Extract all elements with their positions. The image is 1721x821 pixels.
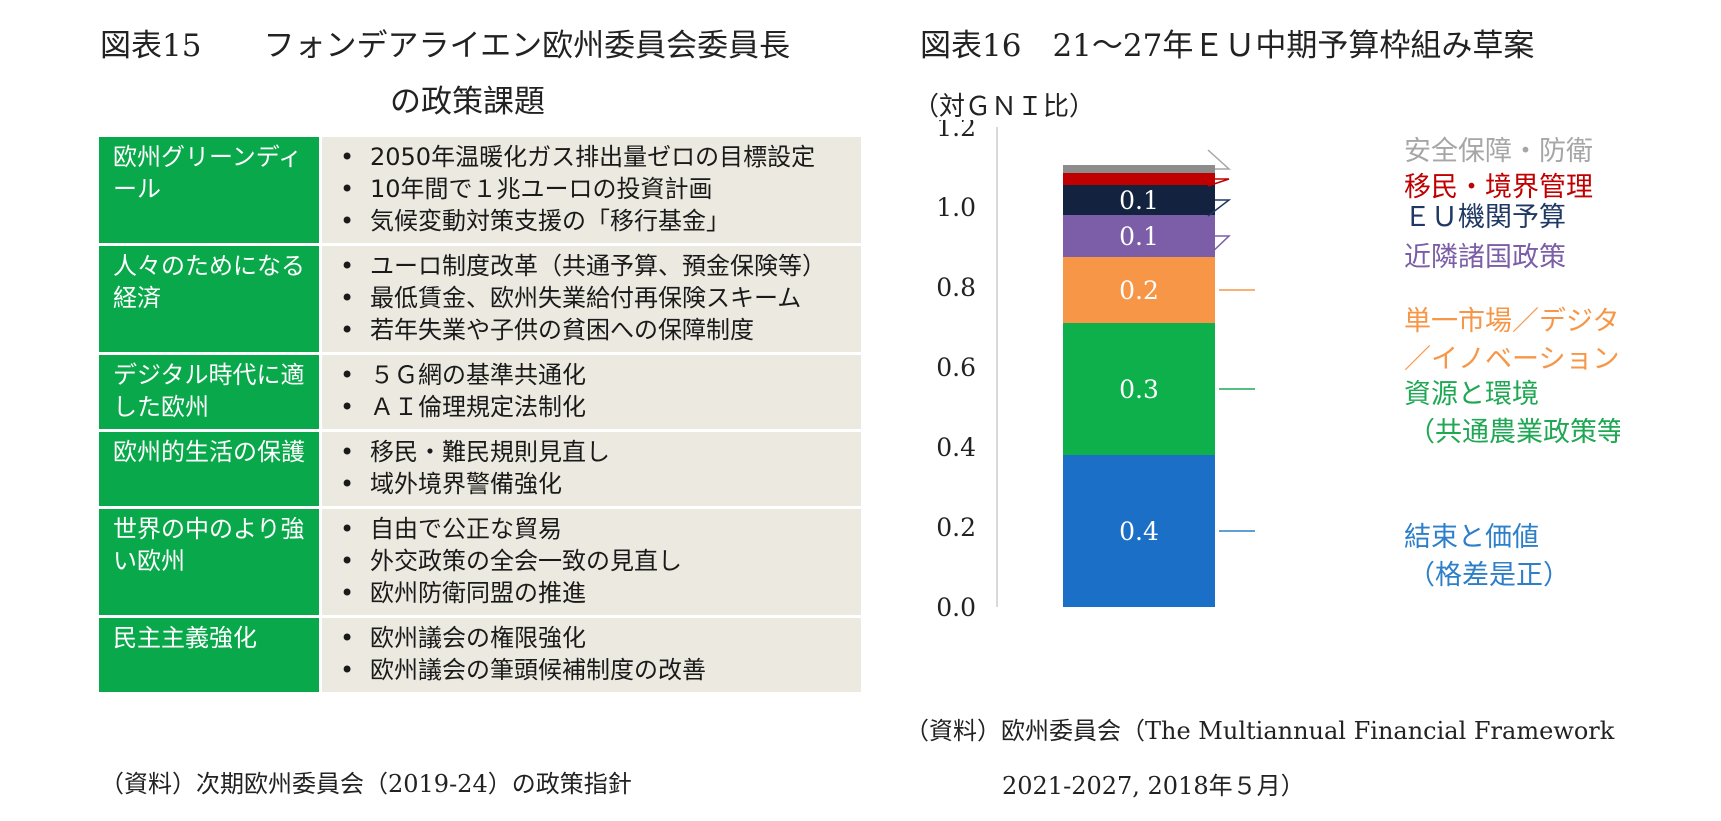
y-tick-label: 0.4 [936,433,976,462]
bar-segment [1063,185,1215,215]
y-tick-label: 0.0 [936,593,976,622]
y-tick-label: 0.6 [936,353,976,382]
policy-item: 10年間で１兆ユーロの投資計画 [336,173,851,205]
y-axis-unit-label: （対ＧＮＩ比） [913,92,1096,122]
leader-line [1207,235,1231,257]
policy-item: 欧州防衛同盟の推進 [336,577,851,609]
legend-label: 近隣諸国政策 [1404,242,1566,273]
policy-item-list: 2050年温暖化ガス排出量ゼロの目標設定10年間で１兆ユーロの投資計画気候変動対… [336,141,851,237]
policy-category: デジタル時代に適した欧州 [99,355,322,429]
policy-item: 2050年温暖化ガス排出量ゼロの目標設定 [336,141,851,173]
policy-item-list: 欧州議会の権限強化欧州議会の筆頭候補制度の改善 [336,622,851,686]
policy-row: 世界の中のより強い欧州自由で公正な貿易外交政策の全会一致の見直し欧州防衛同盟の推… [99,509,861,615]
policy-category: 欧州グリーンディール [99,137,322,243]
policy-item: 外交政策の全会一致の見直し [336,545,851,577]
legend-label: ／イノベーション [1404,344,1619,375]
bar-segment [1063,215,1215,257]
policy-item-list: 移民・難民規則見直し域外境界警備強化 [336,436,851,500]
figure15-title: 図表15 フォンデアライエン欧州委員会委員長 [100,28,791,64]
policy-item-list: ５Ｇ網の基準共通化ＡＩ倫理規定法制化 [336,359,851,423]
policy-row: 欧州的生活の保護移民・難民規則見直し域外境界警備強化 [99,432,861,506]
policy-items: 欧州議会の権限強化欧州議会の筆頭候補制度の改善 [322,618,861,692]
policy-table: 欧州グリーンディール2050年温暖化ガス排出量ゼロの目標設定10年間で１兆ユーロ… [99,134,861,695]
policy-row: デジタル時代に適した欧州５Ｇ網の基準共通化ＡＩ倫理規定法制化 [99,355,861,429]
bar-segment [1063,257,1215,323]
policy-category: 欧州的生活の保護 [99,432,322,506]
policy-item: 域外境界警備強化 [336,468,851,500]
bar-segment [1063,173,1215,185]
budget-stacked-bar-chart: 0.0 0.2 0.4 0.6 0.8 1.0 1.2 0.4 結束と価値 （格差是正） 0.3 資源… [936,120,1620,622]
policy-items: 移民・難民規則見直し域外境界警備強化 [322,432,861,506]
leader-line [1207,149,1231,170]
policy-category: 人々のためになる経済 [99,246,322,352]
legend-label: 単一市場／デジタル [1404,306,1620,337]
data-label: 0.1 [1119,186,1159,215]
y-tick-label: 1.0 [936,193,976,222]
figure15-source: （資料）次期欧州委員会（2019-24）の政策指針 [100,770,632,798]
figure16-source-line1: （資料）欧州委員会（The Multiannual Financial Fram… [905,717,1615,745]
policy-items: ５Ｇ網の基準共通化ＡＩ倫理規定法制化 [322,355,861,429]
policy-item: 最低賃金、欧州失業給付再保険スキーム [336,282,851,314]
policy-row: 欧州グリーンディール2050年温暖化ガス排出量ゼロの目標設定10年間で１兆ユーロ… [99,137,861,243]
policy-items: ユーロ制度改革（共通予算、預金保険等）最低賃金、欧州失業給付再保険スキーム若年失… [322,246,861,352]
legend-label: ＥＵ機関予算 [1404,202,1566,233]
figure16-title: 図表16 21～27年ＥＵ中期予算枠組み草案 [920,28,1535,64]
leader-line [1207,178,1230,187]
legend-label: 安全保障・防衛 [1404,136,1593,167]
y-tick-label: 0.2 [936,513,976,542]
data-label: 0.2 [1119,276,1159,305]
policy-item: ５Ｇ網の基準共通化 [336,359,851,391]
policy-item: ＡＩ倫理規定法制化 [336,391,851,423]
figure16-source-line2: 2021-2027, 2018年５月） [1002,772,1305,800]
policy-item-list: ユーロ制度改革（共通予算、預金保険等）最低賃金、欧州失業給付再保険スキーム若年失… [336,250,851,346]
y-tick-label: 0.8 [936,273,976,302]
policy-items: 自由で公正な貿易外交政策の全会一致の見直し欧州防衛同盟の推進 [322,509,861,615]
policy-item-list: 自由で公正な貿易外交政策の全会一致の見直し欧州防衛同盟の推進 [336,513,851,609]
policy-item: 欧州議会の筆頭候補制度の改善 [336,654,851,686]
policy-row: 民主主義強化欧州議会の権限強化欧州議会の筆頭候補制度の改善 [99,618,861,692]
legend-label: （格差是正） [1408,560,1570,591]
policy-item: 若年失業や子供の貧困への保障制度 [336,314,851,346]
bar-segment [1063,455,1215,607]
bar-segment [1063,323,1215,455]
policy-item: ユーロ制度改革（共通予算、預金保険等） [336,250,851,282]
legend-label: （共通農業政策等） [1408,417,1620,448]
policy-category: 民主主義強化 [99,618,322,692]
policy-item: 気候変動対策支援の「移行基金」 [336,205,851,237]
y-tick-label: 1.2 [936,120,976,142]
policy-row: 人々のためになる経済ユーロ制度改革（共通予算、預金保険等）最低賃金、欧州失業給付… [99,246,861,352]
leader-line [1207,199,1232,217]
legend-label: 移民・境界管理 [1404,172,1593,203]
policy-items: 2050年温暖化ガス排出量ゼロの目標設定10年間で１兆ユーロの投資計画気候変動対… [322,137,861,243]
policy-item: 移民・難民規則見直し [336,436,851,468]
legend-label: 資源と環境 [1404,379,1539,410]
policy-item: 自由で公正な貿易 [336,513,851,545]
legend-label: 結束と価値 [1404,522,1539,553]
data-label: 0.3 [1119,375,1159,404]
data-label: 0.1 [1119,222,1159,251]
policy-item: 欧州議会の権限強化 [336,622,851,654]
figure15-title-line2: の政策課題 [390,84,545,120]
data-label: 0.4 [1119,517,1159,546]
bar-segment [1063,165,1215,173]
policy-category: 世界の中のより強い欧州 [99,509,322,615]
